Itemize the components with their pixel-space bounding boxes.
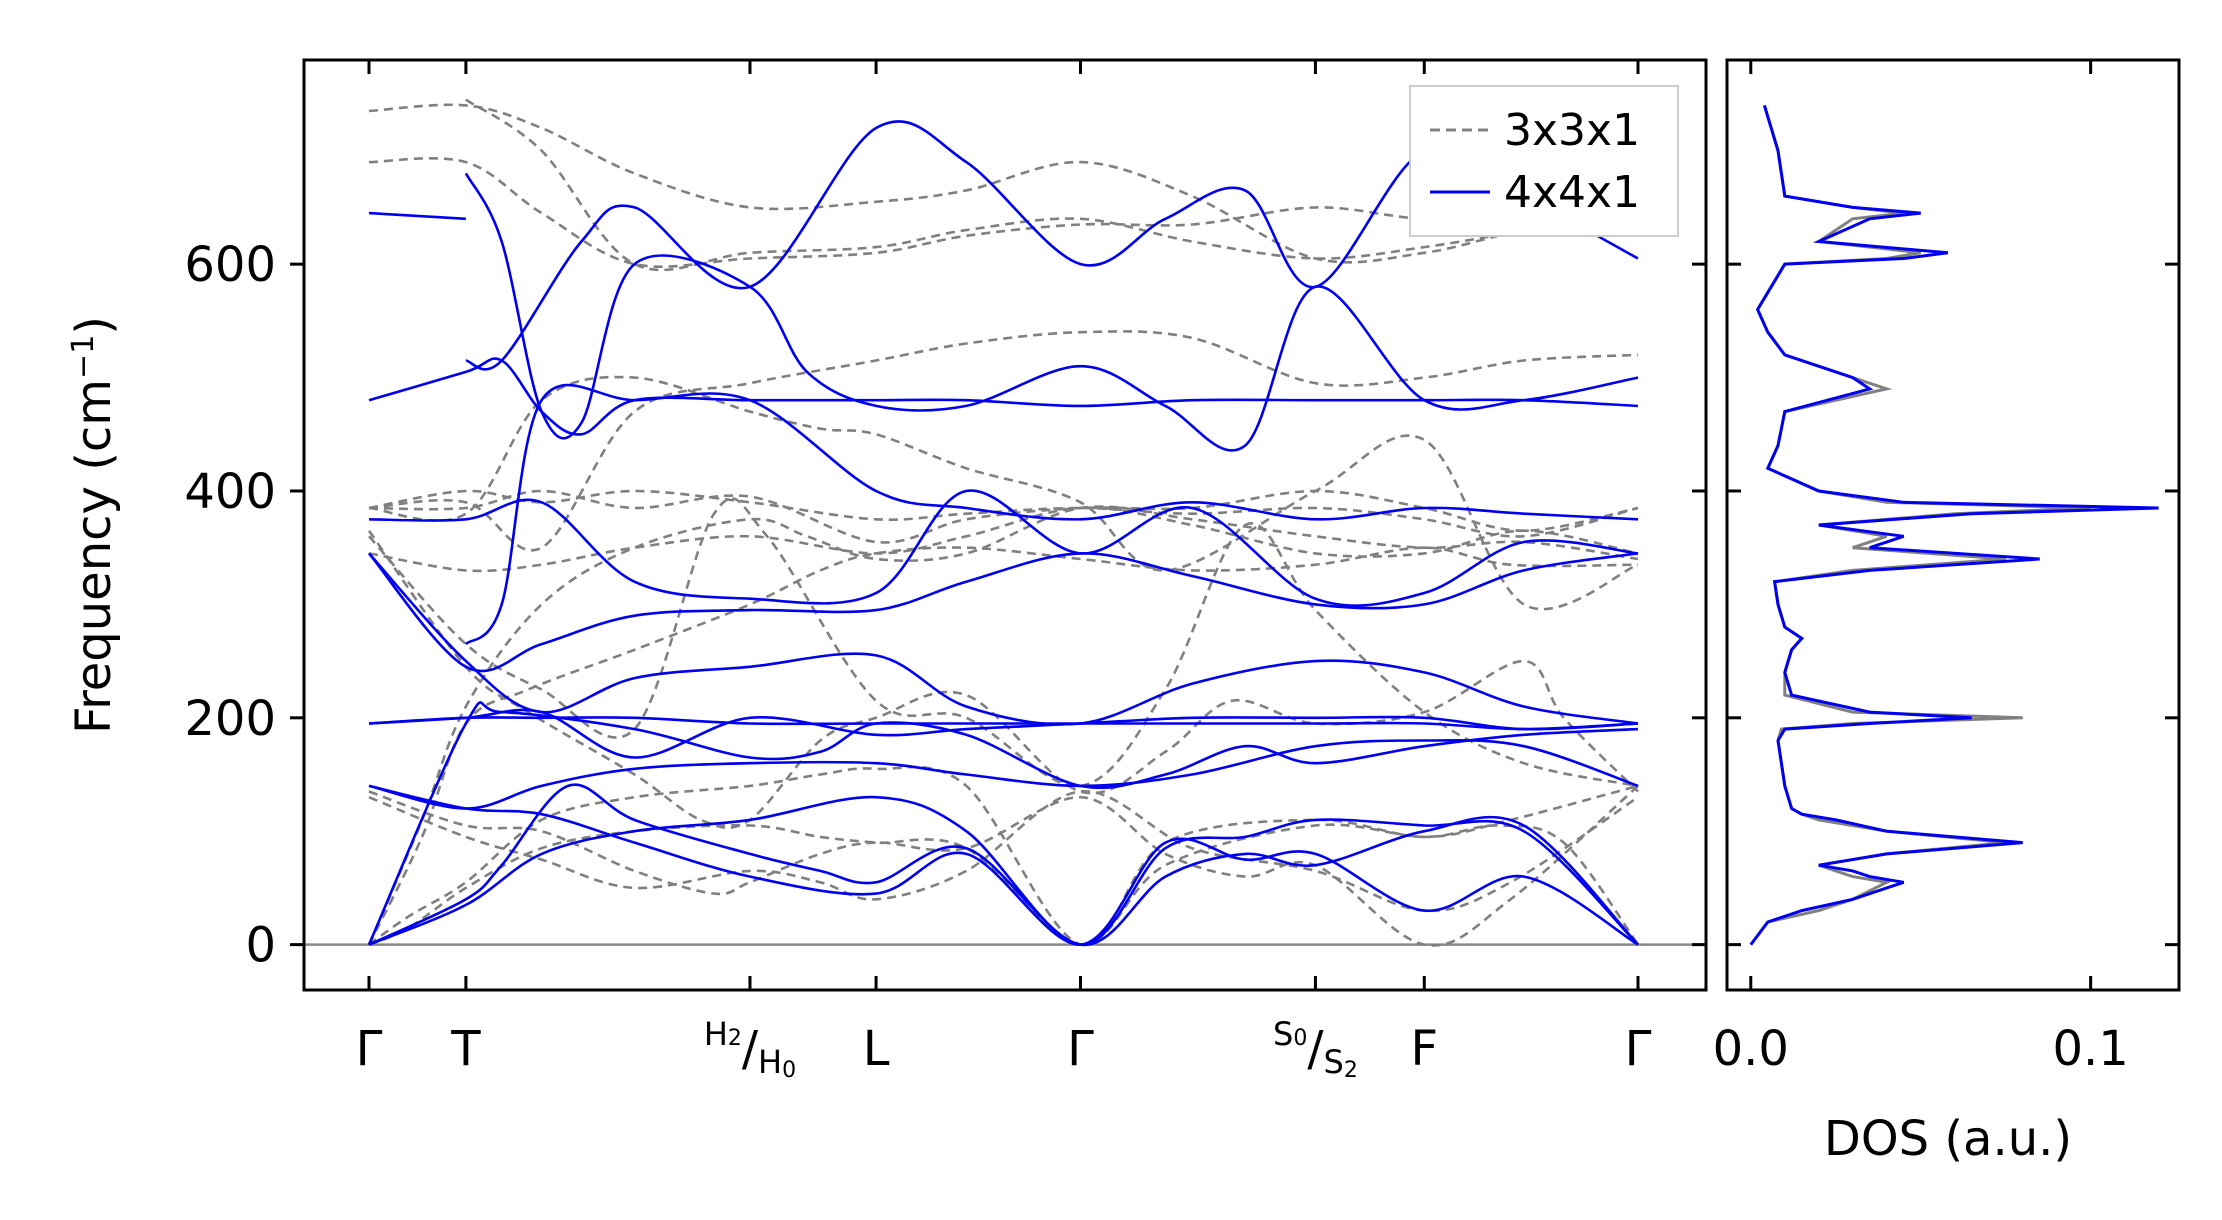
- kpoint-label: Γ: [1625, 1021, 1652, 1077]
- band-4x4x1-7: [368, 552, 1639, 673]
- band-3x3x1-9: [368, 489, 1639, 544]
- series-4x4x1: [367, 120, 1639, 946]
- kpoint-label-split: S0/S2: [1273, 1015, 1358, 1083]
- dos-ticks: 0.0 0.1: [1713, 60, 2179, 1077]
- kpoint-label: Γ: [1067, 1021, 1094, 1077]
- band-3x3x1-12: [368, 375, 1639, 611]
- band-4x4x1-1: [368, 783, 1639, 946]
- kpoint-label: L: [863, 1021, 890, 1077]
- kpoint-label-split: H2/H0: [704, 1015, 796, 1083]
- legend: 3x3x1 4x4x1: [1409, 85, 1679, 237]
- band-4x4x1-4: [368, 716, 1639, 731]
- dos-x-axis-title: DOS (a.u.): [1824, 1111, 2072, 1167]
- band-plot-frame: [302, 58, 1708, 992]
- y-tick-label: 400: [184, 464, 276, 520]
- band-3x3x1-13: [368, 157, 1639, 268]
- band-3x3x1-4: [368, 784, 1639, 947]
- legend-label-3x3x1: 3x3x1: [1504, 105, 1640, 156]
- band-3x3x1-7: [367, 529, 1639, 829]
- band-3x3x1-0: [368, 823, 1640, 946]
- band-3x3x1-1: [368, 765, 1639, 947]
- band-3x3x1-8: [368, 497, 1639, 788]
- y-tick-label: 0: [245, 918, 276, 974]
- band-3x3x1-11: [368, 330, 1639, 552]
- band-4x4x1-10: [464, 383, 1639, 646]
- y-tick-label: 200: [184, 691, 276, 747]
- band-4x4x1-3: [368, 784, 1639, 946]
- y-tick-label: 600: [184, 237, 276, 293]
- band-3x3x1-10: [368, 489, 1639, 538]
- band-4x4x1-12: [368, 211, 466, 221]
- band-3x3x1-14: [368, 103, 1639, 264]
- dos-x-tick-label: 0.0: [1713, 1021, 1789, 1077]
- band-3x3x1-5: [368, 790, 1639, 913]
- dos-series: [1749, 104, 2159, 946]
- band-3x3x1-2: [367, 546, 1639, 946]
- dos-panel: 0.0 0.1 DOS (a.u.): [1713, 58, 2181, 1167]
- band-4x4x1-6: [368, 738, 1639, 810]
- kpoint-label: T: [450, 1021, 481, 1077]
- band-4x4x1-13: [464, 172, 1639, 452]
- dos-line-3x3x1: [1749, 104, 2091, 946]
- band-3x3x1-6: [368, 506, 1639, 573]
- dos-x-tick-label: 0.1: [2052, 1021, 2128, 1077]
- kpoint-label: Γ: [356, 1021, 383, 1077]
- band-4x4x1-8: [368, 552, 1639, 726]
- band-ticks: 0 200 400 600 Γ T H2/H0 L Γ S0/S2 F Γ: [184, 60, 1706, 1083]
- dos-line-4x4x1: [1749, 104, 2159, 946]
- band-3x3x1-3: [367, 505, 1639, 946]
- band-structure-panel: 0 200 400 600 Γ T H2/H0 L Γ S0/S2 F Γ Frequency (cm…: [66, 58, 1708, 1083]
- band-4x4x1-9: [368, 489, 1639, 607]
- band-4x4x1-11: [368, 357, 1639, 436]
- y-axis-title: Frequency (cm−1): [66, 316, 123, 734]
- dos-plot-frame: [1725, 58, 2181, 992]
- legend-label-4x4x1: 4x4x1: [1504, 167, 1640, 218]
- legend-box: [1409, 85, 1679, 237]
- band-4x4x1-5: [368, 708, 1639, 759]
- kpoint-label: F: [1410, 1021, 1438, 1077]
